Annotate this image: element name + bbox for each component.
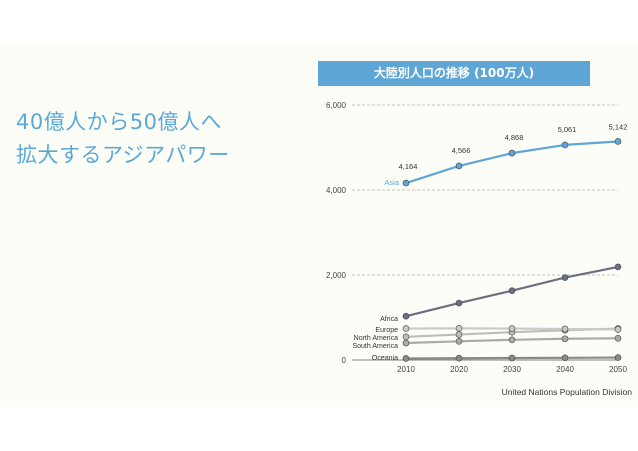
x-tick-label: 2040 (556, 365, 574, 374)
series-line-asia (405, 140, 619, 185)
data-label: 4,566 (452, 146, 471, 155)
data-point (402, 179, 410, 187)
data-point (455, 354, 463, 362)
data-point (455, 331, 463, 338)
headline-line-1: 40億人から50億人へ (16, 110, 222, 134)
series-label-oceania: Oceania (372, 355, 398, 362)
data-point (614, 326, 622, 333)
data-point (455, 325, 463, 332)
x-tick-label: 2020 (450, 365, 468, 374)
y-tick-label: 4,000 (326, 186, 347, 195)
series-label-africa: Africa (380, 316, 398, 323)
data-point (455, 162, 463, 170)
data-point (455, 337, 463, 345)
series-label-asia: Asia (384, 178, 399, 187)
x-tick-label: 2010 (397, 365, 415, 374)
data-point (402, 339, 410, 347)
y-tick-label: 0 (342, 356, 347, 365)
data-point (455, 299, 463, 307)
x-tick-label: 2030 (503, 365, 521, 374)
headline-line-2: 拡大するアジアパワー (16, 143, 230, 167)
slide-background (0, 45, 638, 407)
data-point (508, 149, 516, 157)
data-point (508, 287, 516, 295)
data-point (614, 354, 622, 361)
chart-title: 大陸別人口の推移 (100万人) (318, 61, 590, 86)
source-note: United Nations Population Division (501, 387, 632, 397)
data-label: 5,142 (609, 122, 628, 131)
headline: 40億人から50億人へ 拡大するアジアパワー (16, 106, 306, 172)
series-label-south-america: South America (352, 343, 398, 350)
data-point (614, 335, 622, 342)
data-point (561, 354, 569, 362)
data-label: 5,061 (558, 125, 577, 134)
data-point (402, 355, 410, 362)
series-label-north-america: North America (354, 335, 398, 342)
data-point (614, 138, 622, 145)
data-point (614, 263, 622, 271)
data-point (561, 141, 569, 149)
data-label: 4,868 (505, 133, 524, 142)
series-label-europe: Europe (375, 327, 398, 334)
data-point (508, 336, 516, 344)
data-point (508, 325, 516, 332)
data-point (402, 333, 410, 341)
data-point (508, 354, 516, 362)
data-point (561, 325, 569, 333)
y-tick-label: 6,000 (326, 101, 347, 110)
data-point (561, 274, 569, 281)
data-point (402, 312, 410, 320)
y-tick-label: 2,000 (326, 271, 347, 280)
data-point (561, 335, 569, 343)
data-point (402, 325, 410, 332)
data-label: 4,164 (399, 162, 418, 171)
x-tick-label: 2050 (609, 365, 627, 374)
